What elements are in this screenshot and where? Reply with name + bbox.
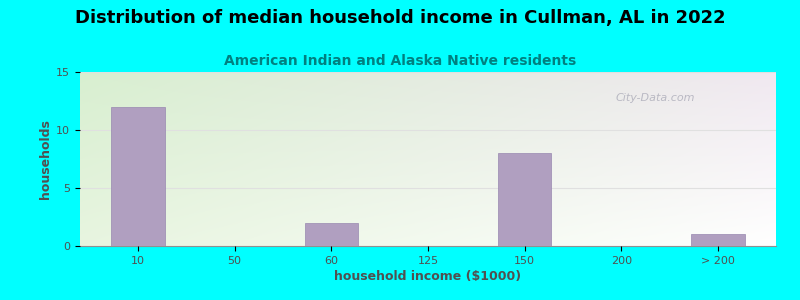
X-axis label: household income ($1000): household income ($1000) [334, 270, 522, 283]
Text: City-Data.com: City-Data.com [616, 93, 695, 103]
Bar [691, 234, 745, 246]
Bar [111, 107, 165, 246]
Text: American Indian and Alaska Native residents: American Indian and Alaska Native reside… [224, 54, 576, 68]
Text: Distribution of median household income in Cullman, AL in 2022: Distribution of median household income … [74, 9, 726, 27]
Bar [498, 153, 551, 246]
Bar [305, 223, 358, 246]
Y-axis label: households: households [39, 119, 52, 199]
